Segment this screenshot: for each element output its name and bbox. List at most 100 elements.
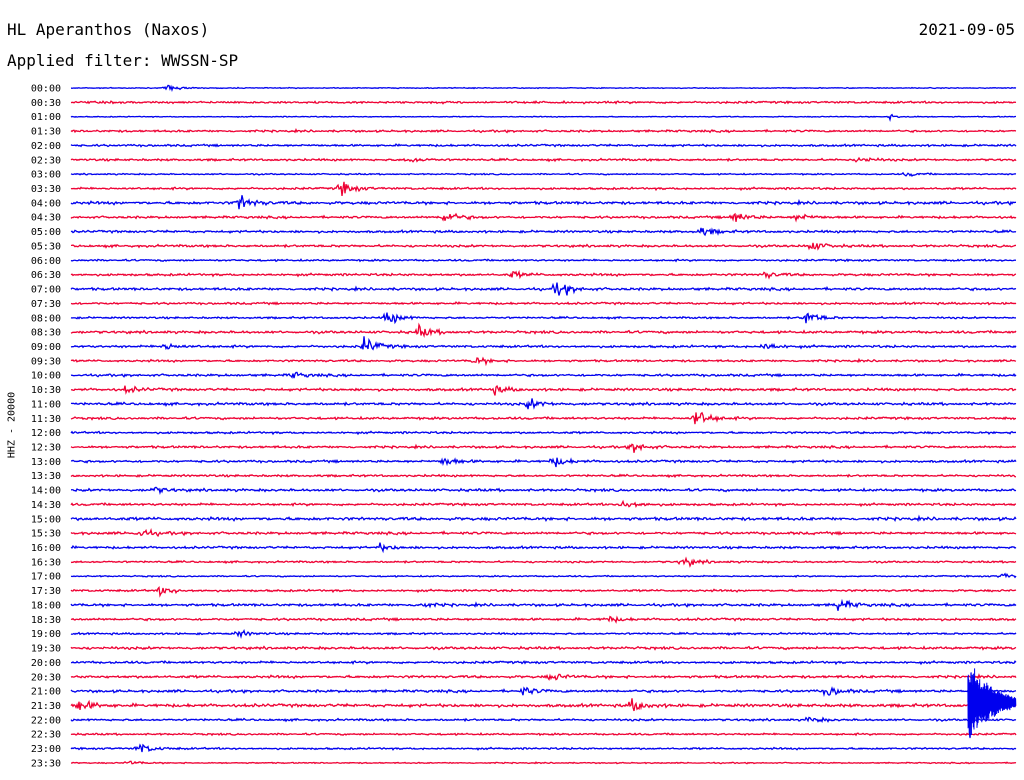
trace-line <box>70 301 1017 306</box>
trace-line <box>70 227 1017 237</box>
trace-line <box>70 269 1017 280</box>
hour-label: 12:30 <box>31 443 61 454</box>
hour-label: 02:30 <box>31 155 61 166</box>
large-event-waveform <box>967 668 1017 739</box>
trace-line <box>70 760 1017 765</box>
trace-line <box>70 556 1017 568</box>
trace-line <box>70 615 1017 624</box>
trace-line <box>70 258 1017 263</box>
trace-line <box>70 443 1017 453</box>
traces <box>70 84 1017 765</box>
trace-line <box>70 527 1017 538</box>
hour-label: 14:00 <box>31 486 61 497</box>
trace-line <box>70 84 1017 93</box>
trace-line <box>70 499 1016 509</box>
trace-line <box>70 645 1017 651</box>
trace-line <box>70 312 1017 325</box>
trace-line <box>70 598 1017 611</box>
station-title: HL Aperanthos (Naxos) <box>7 20 210 39</box>
trace-line <box>70 572 1017 579</box>
trace-line <box>70 457 1017 468</box>
hour-label: 23:30 <box>31 758 61 769</box>
trace-line <box>70 486 1017 496</box>
hour-label: 14:30 <box>31 500 61 511</box>
trace-line <box>70 629 1017 639</box>
hour-label: 05:30 <box>31 241 61 252</box>
hour-label: 00:00 <box>31 84 61 95</box>
trace-line <box>70 99 1017 105</box>
hour-label: 03:30 <box>31 184 61 195</box>
trace-line <box>70 411 1017 425</box>
hour-label: 06:00 <box>31 256 61 267</box>
hour-label: 17:00 <box>31 572 61 583</box>
trace-line <box>70 212 1017 223</box>
hour-label: 08:30 <box>31 328 61 339</box>
hour-label: 16:00 <box>31 543 61 554</box>
trace-line <box>70 181 1017 197</box>
hour-label: 21:00 <box>31 687 61 698</box>
trace-line <box>70 698 1017 712</box>
trace-line <box>70 473 1017 479</box>
hour-label: 20:30 <box>31 672 61 683</box>
hour-label: 03:00 <box>31 170 61 181</box>
trace-line <box>70 743 1017 753</box>
hour-label: 19:00 <box>31 629 61 640</box>
hour-label: 19:30 <box>31 644 61 655</box>
hour-labels: 00:00 00:30 01:00 01:30 02:00 02:30 03:00 03:30… <box>31 84 61 770</box>
trace-line <box>70 171 1017 178</box>
trace-line <box>70 371 1017 379</box>
hour-label: 22:00 <box>31 715 61 726</box>
hour-label: 10:30 <box>31 385 61 396</box>
hour-label: 13:30 <box>31 471 61 482</box>
hour-label: 01:30 <box>31 127 61 138</box>
hour-label: 11:30 <box>31 414 61 425</box>
hour-label: 23:00 <box>31 744 61 755</box>
trace-line <box>70 322 1017 338</box>
trace-line <box>70 143 1017 148</box>
hour-label: 12:00 <box>31 428 61 439</box>
hour-label: 06:30 <box>31 270 61 281</box>
trace-line <box>70 585 1017 598</box>
hour-label: 15:30 <box>31 529 61 540</box>
trace-line <box>70 195 1017 210</box>
date-label: 2021-09-05 <box>918 20 1015 39</box>
trace-line <box>70 659 1017 666</box>
hour-label: 11:00 <box>31 399 61 410</box>
trace-line <box>70 716 1017 723</box>
hour-label: 16:30 <box>31 557 61 568</box>
hour-label: 05:00 <box>31 227 61 238</box>
hour-label: 20:00 <box>31 658 61 669</box>
trace-line <box>70 398 1017 410</box>
trace-line <box>70 514 1017 523</box>
hour-label: 08:00 <box>31 313 61 324</box>
hour-label: 22:30 <box>31 730 61 741</box>
hour-label: 21:30 <box>31 701 61 712</box>
filter-label: Applied filter: WWSSN-SP <box>7 51 239 70</box>
trace-line <box>70 242 1017 251</box>
hour-label: 09:30 <box>31 356 61 367</box>
hour-label: 18:00 <box>31 600 61 611</box>
hour-label: 02:00 <box>31 141 61 152</box>
hour-label: 04:30 <box>31 213 61 224</box>
hour-label: 09:00 <box>31 342 61 353</box>
trace-line <box>70 336 1017 351</box>
hour-label: 18:30 <box>31 615 61 626</box>
hour-label: 07:30 <box>31 299 61 310</box>
trace-line <box>70 732 1017 737</box>
hour-label: 17:30 <box>31 586 61 597</box>
trace-line <box>70 430 1017 436</box>
hour-label: 01:00 <box>31 112 61 123</box>
trace-line <box>70 542 1017 554</box>
hour-label: 13:00 <box>31 457 61 468</box>
hour-label: 15:00 <box>31 514 61 525</box>
trace-line <box>70 282 1017 296</box>
trace-line <box>70 113 1017 122</box>
trace-line <box>70 128 1017 134</box>
trace-line <box>70 686 1017 697</box>
hour-label: 04:00 <box>31 198 61 209</box>
hour-label: 07:00 <box>31 285 61 296</box>
trace-line <box>70 156 1017 163</box>
trace-line <box>70 384 1017 396</box>
hour-label: 10:00 <box>31 371 61 382</box>
